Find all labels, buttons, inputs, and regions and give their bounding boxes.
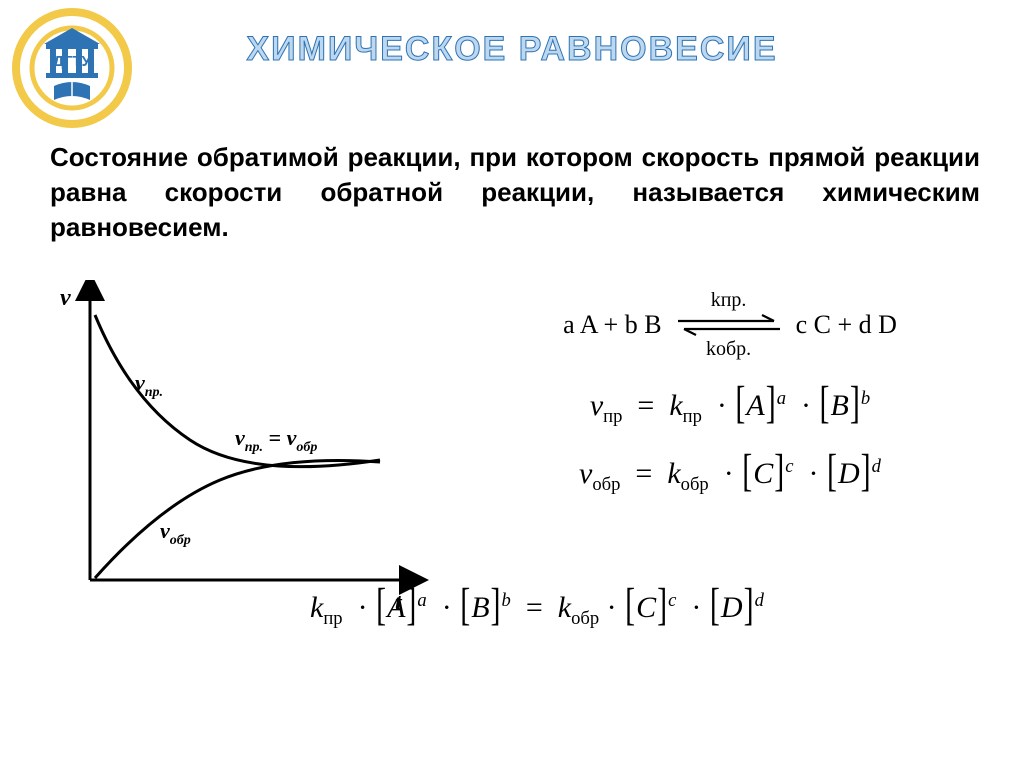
reaction-equation: a A + b B kпр. kобр. c C + d D	[470, 290, 990, 360]
definition-text: Состояние обратимой реакции, при котором…	[50, 140, 980, 245]
curve-reverse-label: vобр	[160, 518, 191, 548]
page-title: ХИМИЧЕСКОЕ РАВНОВЕСИЕ	[0, 30, 1024, 69]
equilibrium-label: vпр. = vобр	[235, 425, 317, 455]
rate-reverse-equation: vобр = kобр · [C]c · [D]d	[470, 456, 990, 496]
y-axis-label: v	[60, 285, 71, 311]
rate-forward-equation: vпр = kпр · [A]a · [B]b	[470, 388, 990, 428]
curve-forward-label: vпр.	[135, 370, 163, 400]
equilibrium-balance-equation: kпр · [A]a · [B]b = kобр · [C]c · [D]d	[310, 590, 1010, 630]
equilibrium-arrows-icon: kпр. kобр.	[674, 290, 784, 360]
equilibrium-graph: v t vпр. vобр vпр. = vобр	[50, 280, 430, 620]
reaction-right: c C + d D	[796, 310, 897, 340]
k-forward-label: kпр.	[711, 290, 747, 311]
k-reverse-label: kобр.	[706, 339, 751, 360]
equations-area: a A + b B kпр. kобр. c C + d D vпр = kпр…	[470, 290, 990, 524]
reaction-left: a A + b B	[563, 310, 661, 340]
